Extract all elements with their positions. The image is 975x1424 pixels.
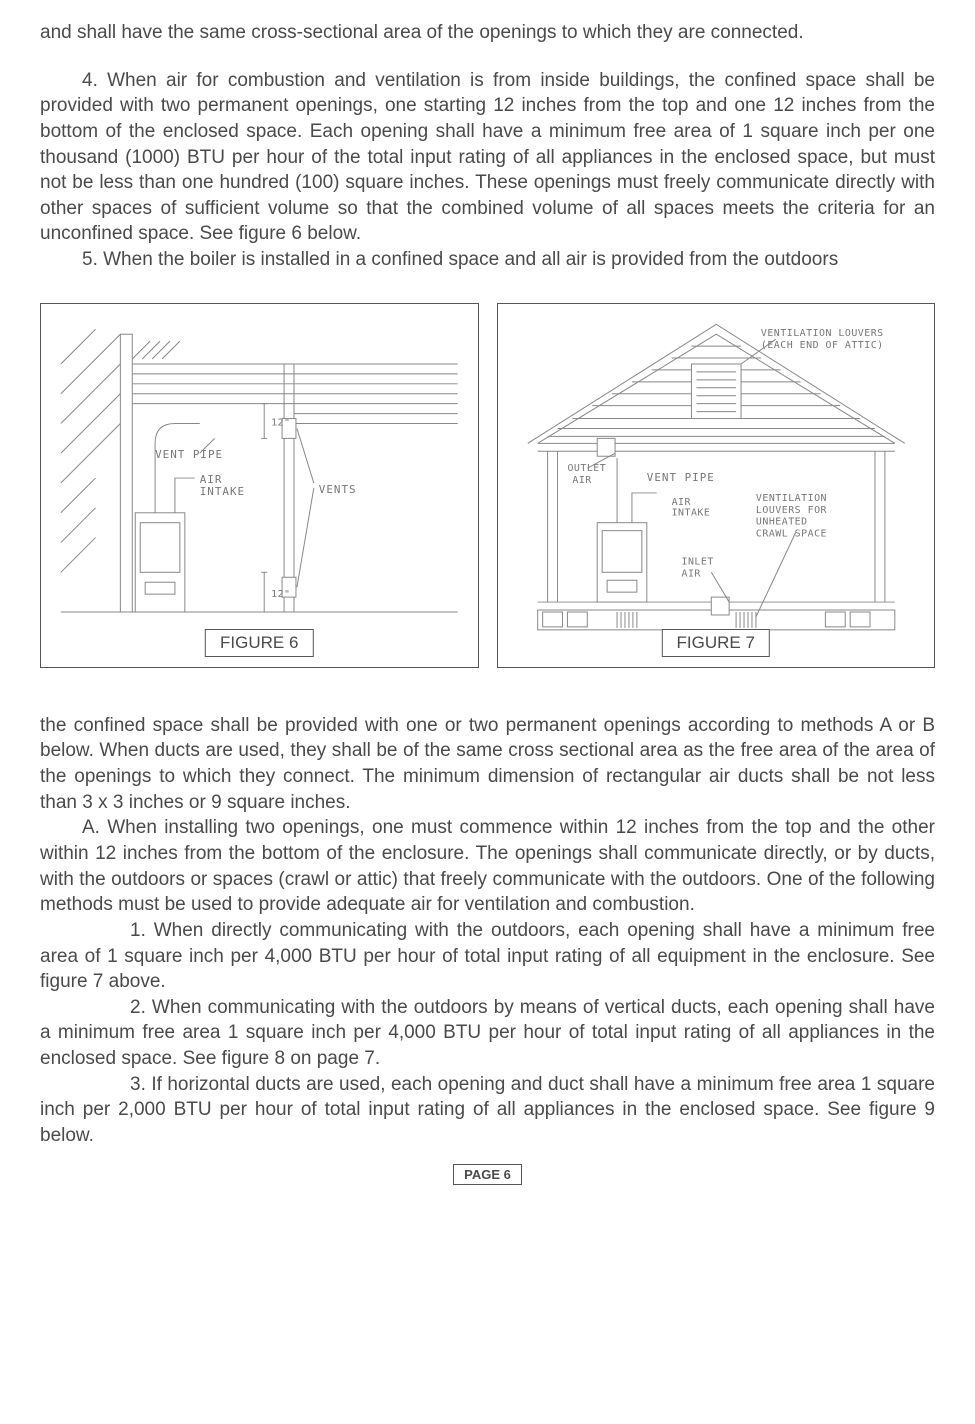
fig7-vent-louvers-2: (EACH END OF ATTIC) [760,340,883,351]
figures-row: VENT PIPE AIR INTAKE VENTS 12" 12" FIGUR… [40,303,935,668]
fig7-outlet-1: OUTLET [567,463,606,474]
paragraph-3: 5. When the boiler is installed in a con… [40,247,935,273]
paragraph-2: 4. When air for combustion and ventilati… [40,68,935,247]
fig7-inlet-2: AIR [681,568,700,579]
fig7-crawl-1: VENTILATION [755,493,826,504]
figure-7-diagram: VENTILATION LOUVERS (EACH END OF ATTIC) … [498,304,935,667]
page-number: PAGE 6 [453,1164,522,1185]
figure-6-label: FIGURE 6 [205,629,313,657]
figure-7: VENTILATION LOUVERS (EACH END OF ATTIC) … [497,303,936,668]
fig7-crawl-3: UNHEATED [755,516,807,527]
fig7-air-intake-1: AIR [671,497,690,508]
paragraph-8: 3. If horizontal ducts are used, each op… [40,1072,935,1149]
paragraph-7: 2. When communicating with the outdoors … [40,995,935,1072]
paragraph-6: 1. When directly communicating with the … [40,918,935,995]
paragraph-4: the confined space shall be provided wit… [40,713,935,816]
fig6-vents-label: VENTS [319,483,357,496]
fig6-12-top: 12" [271,417,290,428]
fig7-outlet-2: AIR [572,475,591,486]
fig7-air-intake-2: INTAKE [671,508,710,519]
paragraph-5: A. When installing two openings, one mus… [40,815,935,918]
fig6-air-intake-label-2: INTAKE [200,485,245,498]
page-number-wrap: PAGE 6 [40,1149,935,1185]
fig7-vent-pipe: VENT PIPE [646,471,714,484]
fig6-12-bottom: 12" [271,589,290,600]
fig7-vent-louvers-1: VENTILATION LOUVERS [760,328,883,339]
figure-7-label: FIGURE 7 [662,629,770,657]
fig7-crawl-4: CRAWL SPACE [755,528,826,539]
paragraph-1: and shall have the same cross-sectional … [40,20,935,46]
fig7-crawl-2: LOUVERS FOR [755,505,826,516]
figure-6: VENT PIPE AIR INTAKE VENTS 12" 12" FIGUR… [40,303,479,668]
fig7-inlet-1: INLET [681,556,713,567]
fig6-vent-pipe-label: VENT PIPE [155,448,223,461]
figure-6-diagram: VENT PIPE AIR INTAKE VENTS 12" 12" [41,304,478,667]
